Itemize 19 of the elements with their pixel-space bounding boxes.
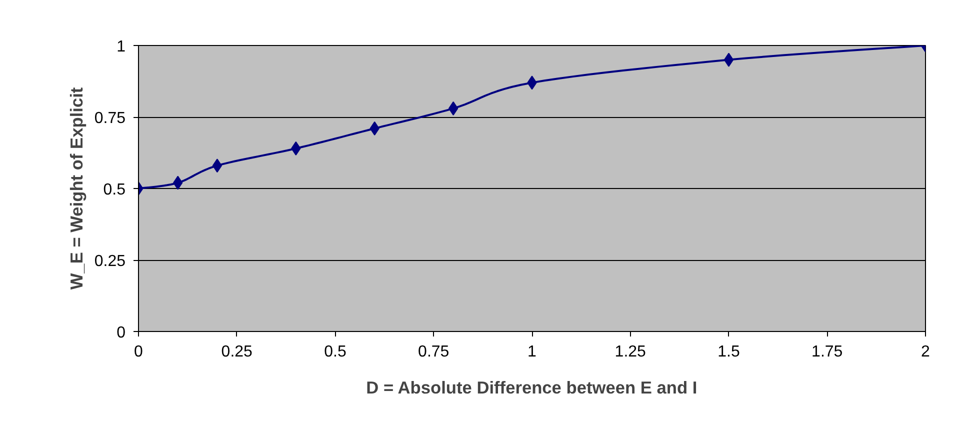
x-tick-label: 1.75 (812, 344, 843, 360)
y-tick-label: 0.5 (103, 182, 126, 198)
y-tick-label: 0 (116, 324, 126, 342)
y-axis-title: W_E = Weight of Explicit (66, 87, 86, 290)
point (212, 158, 222, 173)
x-tick-label: 0.75 (418, 344, 450, 360)
x-tick-label: 1 (528, 344, 537, 360)
x-tick-label: 1.5 (718, 344, 740, 360)
x-tick-label: 0 (134, 344, 144, 360)
y-tick-label: 0.25 (94, 253, 126, 270)
x-tick-label: 2 (921, 344, 930, 360)
x-tick-label: 0.5 (324, 344, 346, 360)
point (724, 52, 734, 67)
point (448, 101, 458, 116)
x-tick-label: 0.25 (221, 344, 253, 360)
y-tick-label: 0.75 (94, 110, 126, 127)
x-tick-label: 1.25 (614, 344, 646, 360)
x-axis-title: D = Absolute Difference between E and I (366, 378, 698, 398)
y-tick-label: 1 (116, 38, 126, 56)
